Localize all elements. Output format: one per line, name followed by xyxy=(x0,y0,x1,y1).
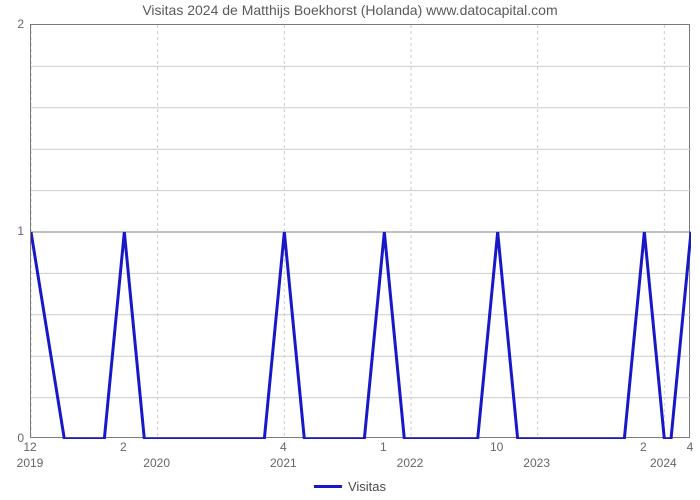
legend-label: Visitas xyxy=(348,479,386,494)
value-label: 10 xyxy=(490,440,503,454)
x-tick-label: 2024 xyxy=(650,456,677,470)
value-label: 2 xyxy=(120,440,127,454)
chart-svg xyxy=(31,25,691,439)
value-label: 2 xyxy=(640,440,647,454)
y-tick-label: 2 xyxy=(17,17,24,31)
x-tick-label: 2019 xyxy=(17,456,44,470)
x-tick-label: 2023 xyxy=(523,456,550,470)
plot-area xyxy=(30,24,690,438)
y-tick-label: 1 xyxy=(17,224,24,238)
legend-swatch xyxy=(314,485,342,488)
value-label: 12 xyxy=(23,440,36,454)
x-tick-label: 2020 xyxy=(143,456,170,470)
chart-title: Visitas 2024 de Matthijs Boekhorst (Hola… xyxy=(0,2,700,18)
value-label: 1 xyxy=(380,440,387,454)
x-tick-label: 2022 xyxy=(397,456,424,470)
x-tick-label: 2021 xyxy=(270,456,297,470)
legend: Visitas xyxy=(314,479,386,494)
chart-container: { "chart": { "type": "line", "title": "V… xyxy=(0,0,700,500)
value-label: 4 xyxy=(280,440,287,454)
value-label: 4 xyxy=(687,440,694,454)
